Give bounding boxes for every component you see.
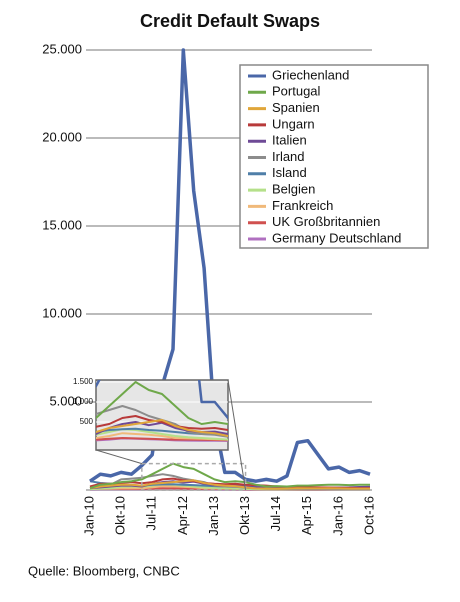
- legend-frame: [239, 64, 429, 249]
- legend-label: Belgien: [272, 182, 315, 197]
- x-tick-label: Okt-13: [237, 496, 252, 535]
- x-tick-label: Apr-12: [175, 496, 190, 535]
- series-line: [96, 380, 228, 420]
- inset-y-tick-label: 500: [80, 417, 94, 426]
- inset-y-tick-label: 1.000: [73, 397, 94, 406]
- legend-label: Portugal: [272, 84, 321, 99]
- series-line: [96, 381, 228, 426]
- x-tick-label: Jul-14: [268, 496, 283, 531]
- legend-label: Irland: [272, 149, 305, 164]
- x-tick-label: Apr-15: [299, 496, 314, 535]
- connector: [227, 379, 247, 491]
- y-tick-label: 20.000: [42, 129, 82, 144]
- legend-label: Island: [272, 165, 307, 180]
- x-tick-label: Oct-16: [361, 496, 376, 535]
- series-line: [96, 428, 228, 441]
- inset-plot: [96, 380, 228, 442]
- series-line: [96, 405, 228, 438]
- inset-y-tick-label: 1.500: [73, 377, 94, 386]
- x-tick-label: Jan-10: [81, 496, 96, 536]
- y-tick-label: 5.000: [49, 393, 82, 408]
- legend-label: Griechenland: [272, 67, 349, 82]
- legend-label: Spanien: [272, 100, 320, 115]
- x-tick-label: Okt-10: [113, 496, 128, 535]
- zoom-region: [141, 462, 247, 491]
- series-line: [89, 462, 370, 490]
- series-line: [96, 419, 228, 438]
- legend-label: Italien: [272, 133, 307, 148]
- x-tick-label: Jan-16: [330, 496, 345, 536]
- x-tick-label: Jan-13: [206, 496, 221, 536]
- legend-label: Frankreich: [272, 198, 333, 213]
- series-line: [89, 479, 370, 490]
- legend-label: UK Großbritannien: [272, 214, 380, 229]
- connector: [95, 449, 142, 465]
- series-line: [89, 48, 371, 483]
- y-tick-label: 10.000: [42, 305, 82, 320]
- y-tick-label: 15.000: [42, 217, 82, 232]
- legend-label: Ungarn: [272, 116, 315, 131]
- y-tick-label: 25.000: [42, 41, 82, 56]
- plot: [89, 48, 371, 491]
- legend-label: Germany Deutschland: [272, 230, 401, 245]
- x-tick-label: Jul-11: [144, 496, 159, 530]
- series-line: [96, 415, 228, 432]
- chart-title: Credit Default Swaps: [140, 11, 320, 31]
- source: Quelle: Bloomberg, CNBC: [28, 563, 180, 578]
